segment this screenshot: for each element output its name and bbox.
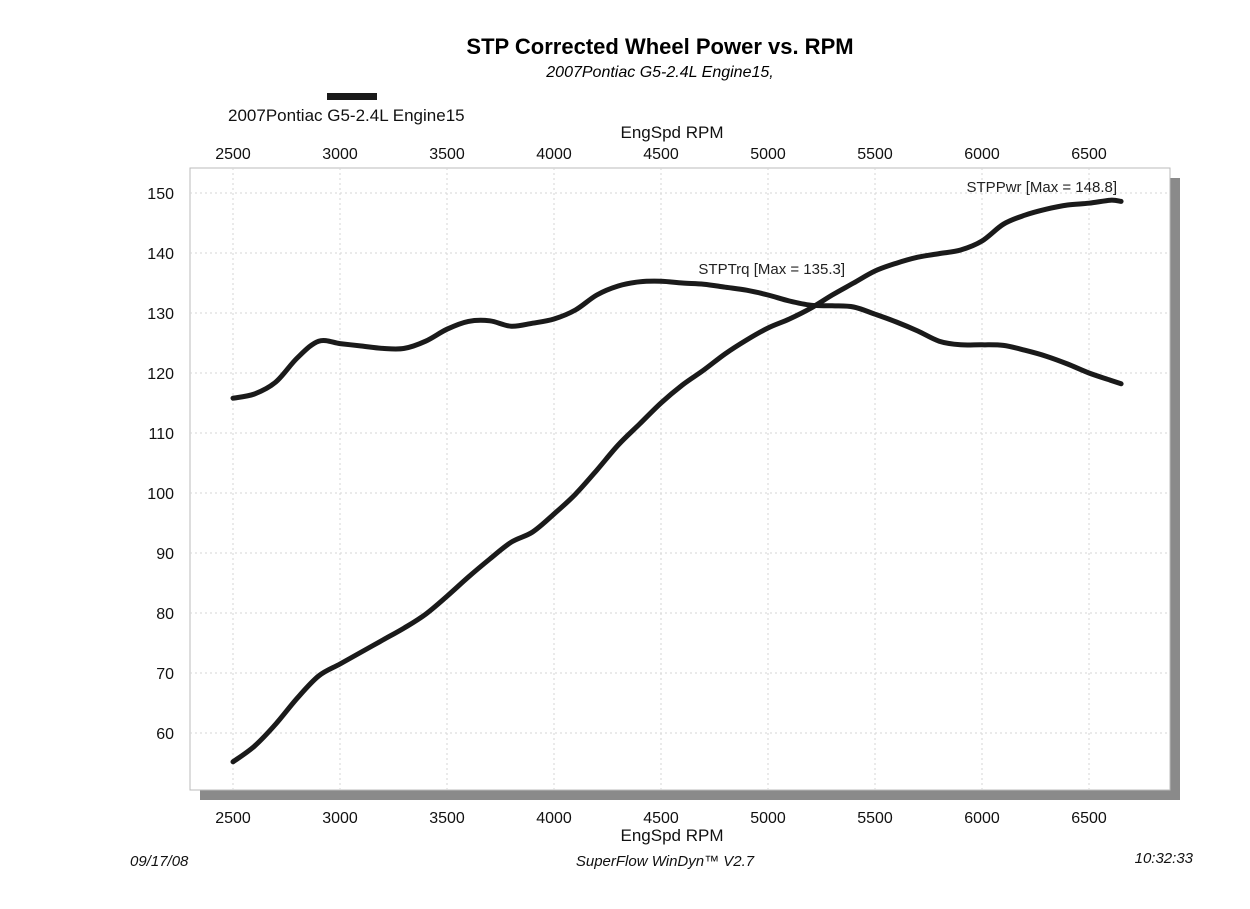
y-tick-label-130: 130 [147,306,174,323]
footer-time: 10:32:33 [1135,850,1194,867]
x-axis-title-bottom: EngSpd RPM [621,826,724,845]
y-tick-label-60: 60 [156,726,174,743]
x-tick-label-top-4500: 4500 [643,146,679,163]
x-tick-label-bottom-4500: 4500 [643,810,679,827]
x-tick-label-top-4000: 4000 [536,146,572,163]
plot-area [189,167,1171,791]
footer-software: SuperFlow WinDyn™ V2.7 [576,853,755,870]
x-axis-bottom-ticks: 2500 3000 3500 4000 4500 5000 5500 6000 6500 [215,810,1107,827]
x-tick-label-top-3500: 3500 [429,146,465,163]
plot-shadow-bottom [200,790,1180,800]
legend-swatch [327,93,377,100]
x-tick-label-bottom-6500: 6500 [1071,810,1107,827]
x-tick-label-top-6000: 6000 [964,146,1000,163]
x-axis-top-ticks: 2500 3000 3500 4000 4500 5000 5500 6000 6500 [215,146,1107,163]
y-tick-label-110: 110 [148,426,174,443]
x-tick-label-top-5000: 5000 [750,146,786,163]
x-tick-label-top-2500: 2500 [215,146,251,163]
grid [190,168,1170,790]
chart-title: STP Corrected Wheel Power vs. RPM [466,34,853,59]
x-tick-label-bottom-4000: 4000 [536,810,572,827]
x-tick-label-top-6500: 6500 [1071,146,1107,163]
y-tick-label-70: 70 [156,666,174,683]
x-tick-label-bottom-2500: 2500 [215,810,251,827]
y-axis-ticks: 60 70 80 90 100 110 120 130 140 150 [147,186,174,743]
plot-shadow-right [1168,178,1180,796]
y-tick-label-150: 150 [147,186,174,203]
footer-date: 09/17/08 [130,853,189,870]
series-line-stptrq [230,278,1124,401]
x-tick-label-bottom-6000: 6000 [964,810,1000,827]
series-layer: STPPwr [Max = 148.8] STPTrq [Max = 135.3] [230,179,1124,765]
chart-subtitle: 2007Pontiac G5-2.4L Engine15, [545,64,773,81]
y-tick-label-100: 100 [147,486,174,503]
y-tick-label-120: 120 [147,366,174,383]
legend-label: 2007Pontiac G5-2.4L Engine15 [228,106,465,125]
x-axis-title-top: EngSpd RPM [621,123,724,142]
x-tick-label-top-3000: 3000 [322,146,358,163]
y-tick-label-90: 90 [156,546,174,563]
y-tick-label-140: 140 [147,246,174,263]
annotation-stppwr-max: STPPwr [Max = 148.8] [967,179,1117,196]
x-tick-label-top-5500: 5500 [857,146,893,163]
annotation-stptrq-max: STPTrq [Max = 135.3] [698,261,845,278]
x-tick-label-bottom-3500: 3500 [429,810,465,827]
series-line-stppwr [230,197,1124,765]
x-tick-label-bottom-5500: 5500 [857,810,893,827]
y-tick-label-80: 80 [156,606,174,623]
x-tick-label-bottom-5000: 5000 [750,810,786,827]
x-tick-label-bottom-3000: 3000 [322,810,358,827]
